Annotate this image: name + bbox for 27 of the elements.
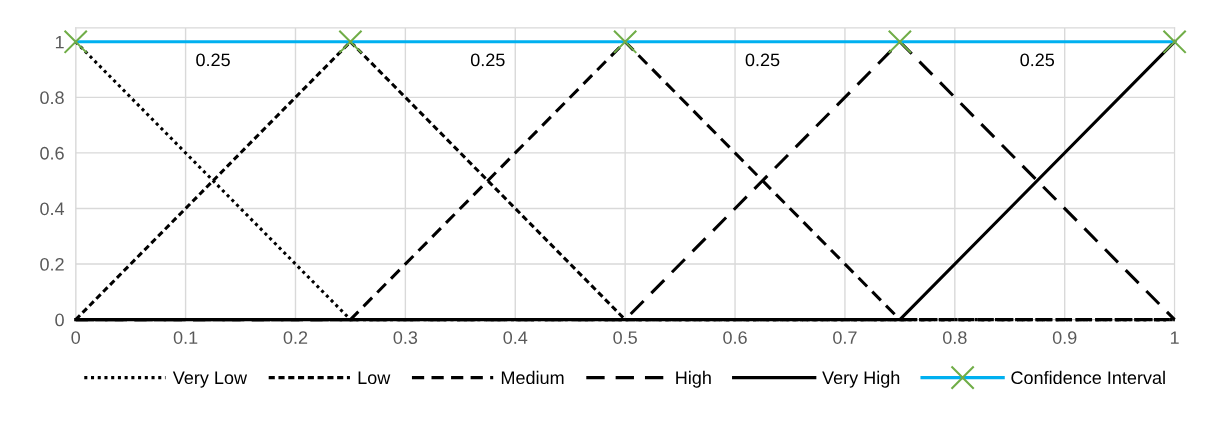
- legend-label: Very Low: [172, 371, 248, 388]
- legend-label: Very High: [822, 370, 900, 388]
- x-tick-label: 0: [71, 331, 81, 344]
- y-tick-label: 0.4: [40, 202, 65, 216]
- y-tick-label: 0.8: [40, 91, 64, 105]
- x-tick-label: 0.2: [283, 331, 308, 344]
- y-tick-label: 0: [55, 313, 64, 327]
- annotation: 0.25: [1020, 53, 1055, 67]
- x-tick-label: 1: [1170, 331, 1179, 344]
- legend-label: Confidence Interval: [1011, 370, 1165, 385]
- annotation: 0.25: [745, 53, 780, 67]
- legend-label: Medium: [501, 370, 564, 385]
- x-tick-label: 0.9: [1052, 331, 1077, 344]
- x-tick-label: 0.3: [393, 331, 418, 344]
- x-tick-label: 0.1: [173, 331, 198, 344]
- x-tick-label: 0.5: [613, 331, 637, 344]
- x-tick-label: 0.4: [503, 331, 528, 344]
- y-tick-label: 0.2: [40, 257, 64, 271]
- x-tick-label: 0.6: [723, 331, 747, 344]
- x-tick-label: 0.8: [942, 331, 967, 344]
- legend-label: High: [676, 370, 711, 388]
- x-tick-label: 0.7: [833, 331, 857, 344]
- annotation: 0.25: [470, 53, 505, 67]
- y-tick-label: 1: [55, 35, 64, 49]
- y-tick-label: 0.6: [40, 146, 64, 160]
- annotation: 0.25: [196, 53, 230, 67]
- legend-label: Low: [358, 371, 391, 385]
